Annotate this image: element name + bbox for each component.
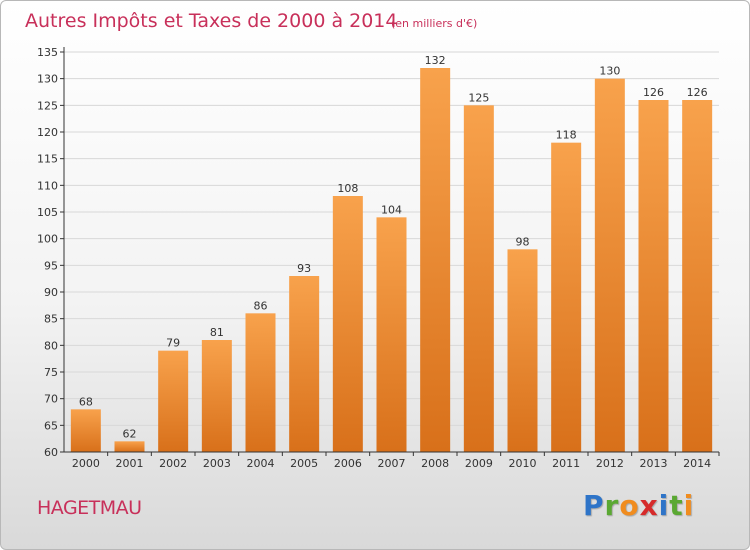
data-label-2012: 130 [599, 65, 620, 78]
y-tick-label: 95 [44, 259, 58, 272]
x-tick-label: 2014 [683, 457, 711, 470]
data-label-2006: 108 [337, 182, 358, 195]
x-tick-label: 2007 [378, 457, 406, 470]
bar-2006[interactable] [332, 196, 363, 452]
bar-2011[interactable] [551, 142, 582, 452]
x-tick-label: 2000 [72, 457, 100, 470]
bar-2009[interactable] [463, 105, 494, 452]
logo-letter: P [583, 489, 605, 522]
x-tick-label: 2002 [159, 457, 187, 470]
x-tick-label: 2003 [203, 457, 231, 470]
data-label-2013: 126 [643, 86, 664, 99]
y-tick-label: 80 [44, 339, 58, 352]
y-tick-label: 120 [37, 126, 58, 139]
bar-2001[interactable] [114, 441, 145, 452]
data-label-2001: 62 [123, 427, 137, 440]
y-tick-label: 125 [37, 99, 58, 112]
chart-subtitle: (en milliers d'€) [391, 17, 477, 30]
y-tick-label: 65 [44, 419, 58, 432]
bars: 68 62 79 81 86 93 108 104 132 125 98 118 130 126 126 [70, 54, 713, 453]
data-label-2000: 68 [79, 395, 93, 408]
x-tick-label: 2005 [290, 457, 318, 470]
proxiti-logo[interactable]: Proxiti [583, 489, 694, 522]
y-tick-label: 130 [37, 73, 58, 86]
logo-letter: i [683, 489, 695, 522]
bar-2000[interactable] [70, 409, 101, 452]
data-label-2003: 81 [210, 326, 224, 339]
x-tick-label: 2006 [334, 457, 362, 470]
logo-letter: o [619, 489, 640, 522]
bar-2010[interactable] [507, 249, 538, 452]
city-name: HAGETMAU [37, 497, 142, 519]
chart-title: Autres Impôts et Taxes de 2000 à 2014 [25, 10, 398, 32]
logo-letter: i [658, 489, 670, 522]
data-label-2010: 98 [516, 235, 530, 248]
y-tick-label: 135 [37, 46, 58, 59]
logo-letter: r [604, 489, 620, 522]
logo-letter: x [639, 489, 659, 522]
data-label-2011: 118 [556, 129, 577, 142]
x-tick-label: 2011 [552, 457, 580, 470]
y-tick-label: 75 [44, 366, 58, 379]
y-tick-label: 60 [44, 446, 58, 459]
bar-2013[interactable] [638, 100, 669, 452]
data-label-2014: 126 [687, 86, 708, 99]
data-label-2004: 86 [254, 299, 268, 312]
y-tick-label: 105 [37, 206, 58, 219]
y-tick-label: 90 [44, 286, 58, 299]
logo-letter: t [669, 489, 684, 522]
data-label-2008: 132 [425, 54, 446, 67]
data-label-2005: 93 [297, 262, 311, 275]
data-label-2002: 79 [166, 337, 180, 350]
x-tick-label: 2001 [116, 457, 144, 470]
y-tick-label: 115 [37, 153, 58, 166]
bar-2002[interactable] [158, 350, 189, 452]
data-label-2009: 125 [468, 91, 489, 104]
x-tick-label: 2013 [640, 457, 668, 470]
y-tick-label: 110 [37, 179, 58, 192]
bar-2012[interactable] [594, 78, 625, 453]
y-tick-label: 85 [44, 313, 58, 326]
x-tick-label: 2008 [421, 457, 449, 470]
bar-2004[interactable] [245, 313, 276, 452]
bar-2007[interactable] [376, 217, 407, 452]
x-tick-label: 2004 [247, 457, 275, 470]
x-tick-label: 2009 [465, 457, 493, 470]
x-tick-label: 2010 [509, 457, 537, 470]
data-label-2007: 104 [381, 203, 402, 216]
bar-2003[interactable] [201, 340, 232, 452]
x-tick-label: 2012 [596, 457, 624, 470]
axes: 60 65 70 75 80 85 90 95 100 105 110 115 120 125 130 135… [37, 46, 720, 470]
bar-2014[interactable] [682, 100, 713, 452]
bar-2005[interactable] [289, 276, 320, 452]
bar-2008[interactable] [420, 68, 451, 452]
y-tick-label: 70 [44, 393, 58, 406]
y-tick-label: 100 [37, 233, 58, 246]
